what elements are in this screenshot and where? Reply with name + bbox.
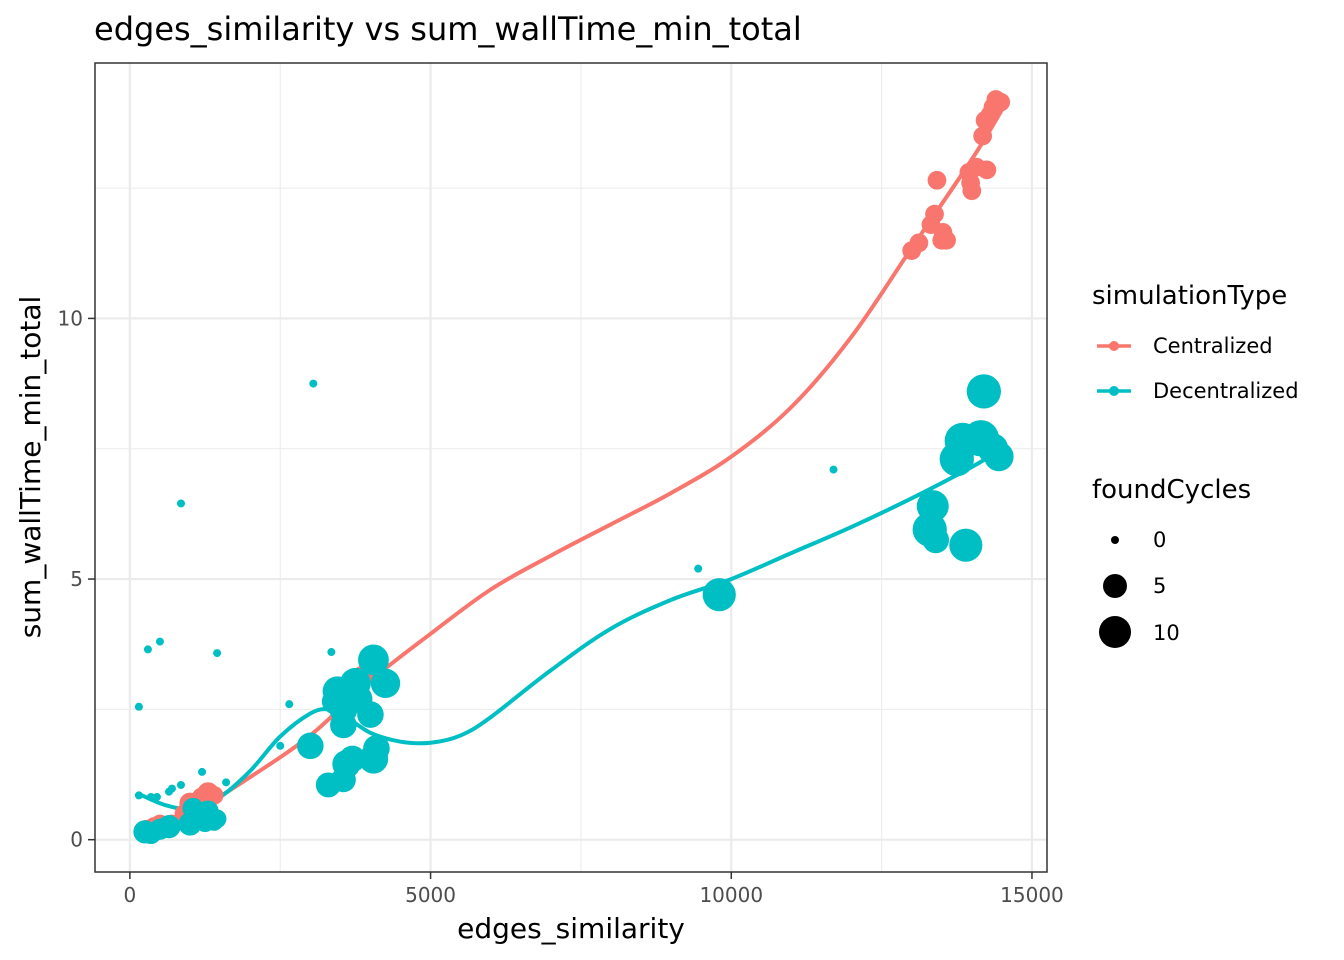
trend-line-centralized	[145, 107, 1004, 837]
data-points	[133, 90, 1014, 844]
chart-title: edges_similarity vs sum_wallTime_min_tot…	[94, 10, 802, 48]
x-tick-label: 5000	[405, 883, 456, 907]
legend-label-centralized: Centralized	[1153, 334, 1273, 358]
point-decentralized	[198, 767, 207, 776]
point-decentralized	[339, 745, 366, 773]
point-centralized	[977, 160, 997, 180]
point-decentralized	[207, 809, 227, 829]
point-centralized	[991, 92, 1011, 112]
size-legend-label-0: 0	[1153, 528, 1166, 552]
point-decentralized	[949, 528, 983, 562]
legend-key-decentralized-dot	[1109, 386, 1119, 396]
x-tick-label: 0	[124, 883, 137, 907]
point-decentralized	[702, 578, 736, 612]
point-decentralized	[922, 526, 950, 554]
point-decentralized	[134, 702, 143, 711]
point-centralized	[937, 230, 956, 250]
grid-lines	[95, 63, 1047, 872]
point-centralized	[927, 170, 947, 190]
point-centralized	[909, 233, 929, 253]
point-centralized	[973, 126, 993, 146]
legend-item-centralized: Centralized	[1097, 334, 1273, 358]
point-decentralized	[370, 668, 401, 699]
plot-panel-background	[95, 63, 1047, 872]
x-axis-title: edges_similarity	[457, 912, 685, 945]
y-tick-label: 10	[58, 306, 83, 330]
point-decentralized	[143, 645, 152, 654]
x-tick-label: 10000	[699, 883, 763, 907]
point-decentralized	[167, 784, 176, 793]
point-decentralized	[134, 791, 143, 800]
size-legend-key-5	[1103, 574, 1127, 598]
point-centralized	[204, 786, 224, 805]
point-decentralized	[176, 499, 185, 508]
point-decentralized	[152, 792, 161, 801]
point-decentralized	[157, 815, 181, 839]
y-axis-ticks: 0 5 10	[58, 306, 95, 852]
size-legend-key-0	[1111, 536, 1119, 544]
legend-key-centralized-dot	[1109, 341, 1119, 351]
color-legend-title: simulationType	[1092, 281, 1287, 311]
point-decentralized	[176, 780, 185, 789]
point-decentralized	[276, 741, 285, 750]
point-centralized	[925, 204, 944, 224]
plot-panel-border	[94, 62, 1048, 873]
point-decentralized	[984, 441, 1014, 472]
size-legend-label-10: 10	[1153, 621, 1180, 645]
point-decentralized	[358, 644, 389, 676]
x-tick-label: 15000	[1000, 883, 1064, 907]
point-decentralized	[309, 379, 318, 388]
y-tick-label: 5	[70, 567, 83, 591]
point-decentralized	[213, 649, 222, 658]
trend-lines	[139, 107, 1004, 837]
point-decentralized	[155, 637, 164, 646]
legend: simulationType Centralized Decentralized…	[1092, 281, 1299, 648]
point-decentralized	[330, 711, 357, 739]
y-tick-label: 0	[70, 828, 83, 852]
point-decentralized	[916, 490, 949, 523]
size-legend-key-10	[1099, 616, 1131, 648]
trend-line-decentralized	[139, 446, 1004, 811]
size-legend-title: foundCycles	[1092, 475, 1251, 505]
point-decentralized	[358, 744, 389, 774]
point-decentralized	[966, 374, 1001, 409]
point-decentralized	[285, 700, 294, 709]
legend-label-decentralized: Decentralized	[1153, 379, 1299, 403]
y-axis-title: sum_wallTime_min_total	[14, 296, 47, 639]
size-legend-item-5: 5	[1103, 574, 1166, 598]
point-decentralized	[357, 701, 384, 728]
size-legend-item-10: 10	[1099, 616, 1180, 648]
point-decentralized	[694, 564, 703, 573]
size-legend-item-0: 0	[1111, 528, 1166, 552]
point-decentralized	[146, 792, 155, 801]
point-decentralized	[297, 732, 324, 760]
point-decentralized	[222, 778, 231, 787]
point-decentralized	[829, 465, 838, 474]
point-centralized	[962, 181, 982, 201]
point-decentralized	[327, 648, 336, 657]
x-axis-ticks: 0 5000 10000 15000	[124, 872, 1064, 907]
legend-item-decentralized: Decentralized	[1097, 379, 1299, 403]
size-legend-label-5: 5	[1153, 574, 1166, 598]
